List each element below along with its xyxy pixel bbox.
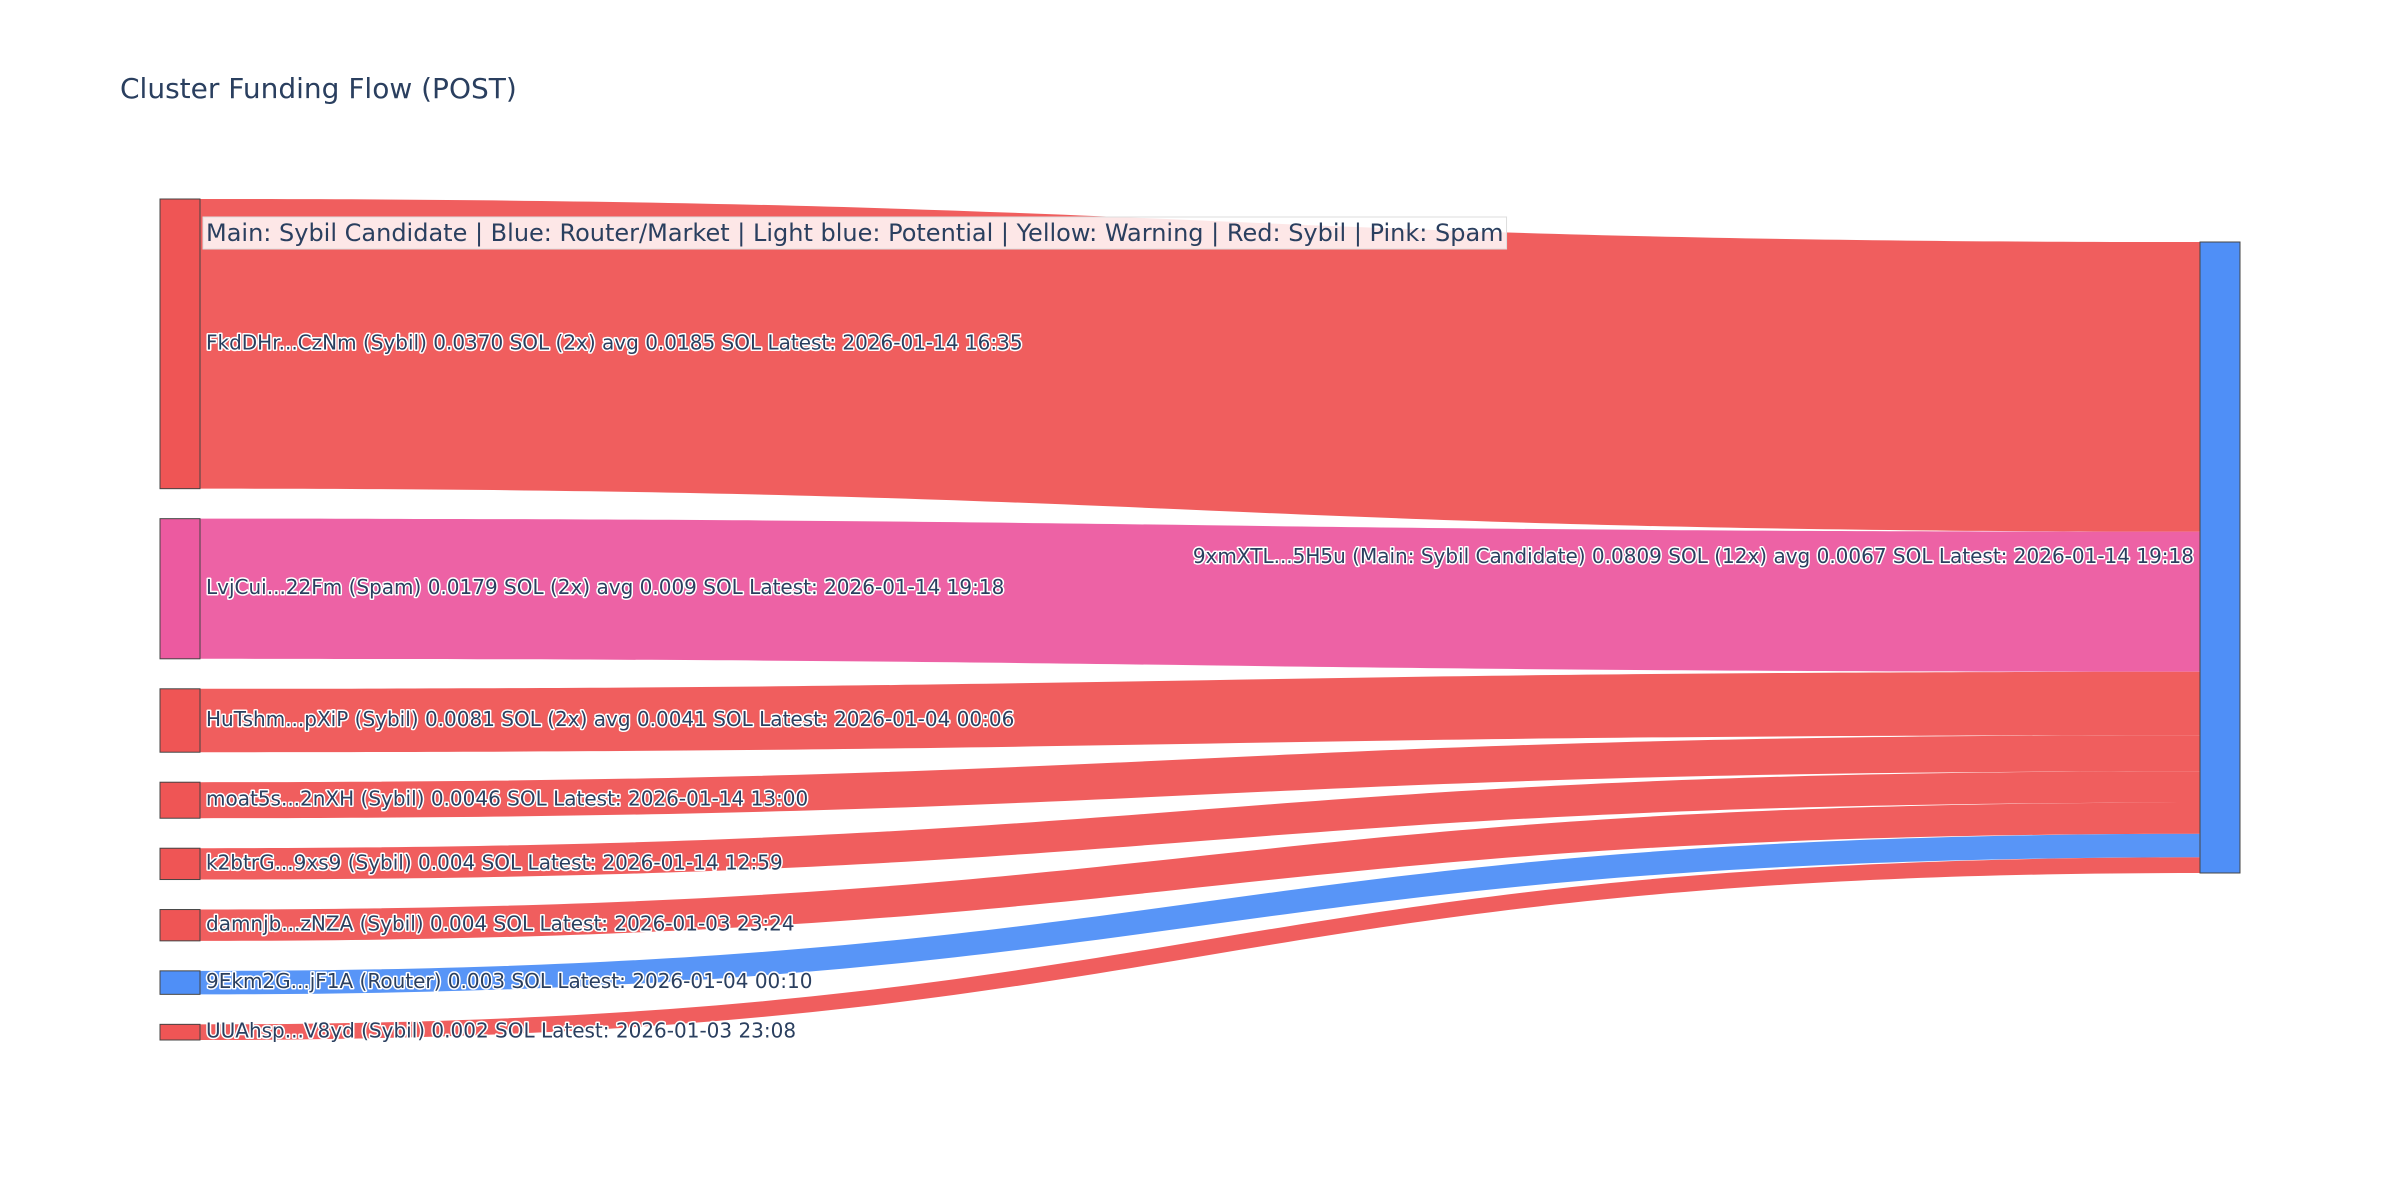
source-label: UUAhsp...V8yd (Sybil) 0.002 SOL Latest: … xyxy=(206,1019,796,1043)
source-node xyxy=(159,847,201,881)
source-label: FkdDHr...CzNm (Sybil) 0.0370 SOL (2x) av… xyxy=(206,330,1023,354)
target-node xyxy=(2199,241,2241,874)
source-node xyxy=(159,909,201,942)
link xyxy=(200,199,2200,532)
link xyxy=(200,857,2200,1040)
source-node xyxy=(159,781,201,819)
source-label: HuTshm...pXiP (Sybil) 0.0081 SOL (2x) av… xyxy=(206,707,1014,731)
source-node xyxy=(159,688,201,753)
link xyxy=(200,671,2200,753)
source-label: k2btrG...9xs9 (Sybil) 0.004 SOL Latest: … xyxy=(206,850,783,874)
source-node xyxy=(159,1023,201,1041)
link xyxy=(200,771,2200,880)
source-label: LvjCui...22Fm (Spam) 0.0179 SOL (2x) avg… xyxy=(206,575,1004,599)
link xyxy=(200,802,2200,941)
nodes xyxy=(159,198,2241,1041)
chart-title: Cluster Funding Flow (POST) xyxy=(120,72,517,105)
link xyxy=(200,833,2200,995)
annotation-background xyxy=(202,216,1508,250)
source-label: damnjb...zNZA (Sybil) 0.004 SOL Latest: … xyxy=(206,912,795,936)
source-node xyxy=(159,518,201,660)
link xyxy=(200,735,2200,819)
source-node xyxy=(159,970,201,995)
source-node xyxy=(159,198,201,490)
links xyxy=(200,199,2200,1040)
source-label: 9Ekm2G...jF1A (Router) 0.003 SOL Latest:… xyxy=(206,969,812,993)
labels: FkdDHr...CzNm (Sybil) 0.0370 SOL (2x) av… xyxy=(202,216,2196,1044)
target-label: 9xmXTL...5H5u (Main: Sybil Candidate) 0.… xyxy=(1193,544,2194,568)
annotation: Main: Sybil Candidate | Blue: Router/Mar… xyxy=(206,219,1504,247)
link xyxy=(200,518,2200,672)
source-label: moat5s...2nXH (Sybil) 0.0046 SOL Latest:… xyxy=(206,787,808,811)
